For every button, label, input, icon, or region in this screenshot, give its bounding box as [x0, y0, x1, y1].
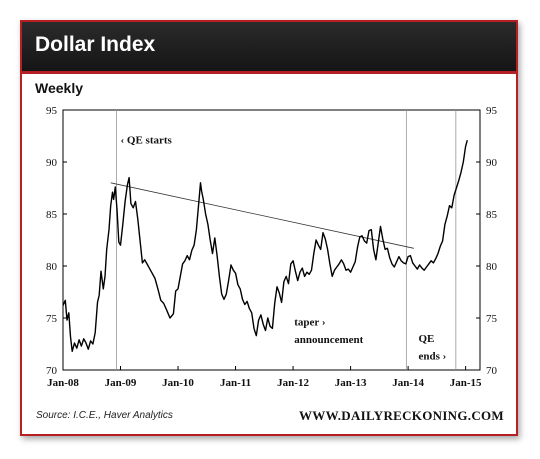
x-tick-label: Jan-09 [105, 377, 137, 389]
chart-header: Dollar Index [22, 22, 516, 74]
source-note: Source: I.C.E., Haver Analytics [36, 410, 173, 421]
trend-line [110, 182, 414, 249]
y-tick-label-right: 90 [486, 157, 498, 169]
y-tick-label-left: 95 [46, 105, 58, 117]
annotation-qe: QE [418, 333, 434, 345]
x-tick-label: Jan-13 [335, 377, 367, 389]
y-tick-label-left: 70 [46, 365, 58, 377]
y-tick-label-right: 85 [486, 209, 498, 221]
x-tick-label: Jan-14 [392, 377, 424, 389]
brand-url: WWW.DAILYRECKONING.COM [299, 408, 504, 423]
chart-title: Dollar Index [35, 33, 156, 56]
y-tick-label-left: 85 [46, 209, 58, 221]
chart-card: Dollar Index Weekly 70 70 75 75 80 80 85 85 90 90… [20, 20, 518, 436]
dollar-index-series [62, 140, 468, 352]
dollar-index-chart: 70 70 75 75 80 80 85 85 90 90 95 95 Jan-08 Jan-09 Jan-… [46, 105, 498, 389]
annotation-qe-starts: ‹ QE starts [120, 134, 172, 146]
plot-frame [62, 109, 481, 371]
y-tick-label-right: 75 [486, 313, 498, 325]
annotation-announcement: announcement [294, 334, 363, 346]
chart-subtitle: Weekly [35, 80, 83, 96]
annotation-taper: taper › [294, 316, 325, 328]
annotation-ends: ends › [418, 351, 446, 363]
y-tick-label-left: 80 [46, 261, 58, 273]
y-tick-label-left: 90 [46, 157, 58, 169]
y-tick-label-left: 75 [46, 313, 58, 325]
y-tick-label-right: 80 [486, 261, 498, 273]
x-tick-label: Jan-11 [220, 377, 251, 389]
x-tick-label: Jan-08 [47, 377, 79, 389]
y-tick-label-right: 95 [486, 105, 498, 117]
y-tick-label-right: 70 [486, 365, 498, 377]
x-tick-label: Jan-10 [162, 377, 194, 389]
x-tick-label: Jan-12 [277, 377, 309, 389]
x-tick-label: Jan-15 [450, 377, 482, 389]
